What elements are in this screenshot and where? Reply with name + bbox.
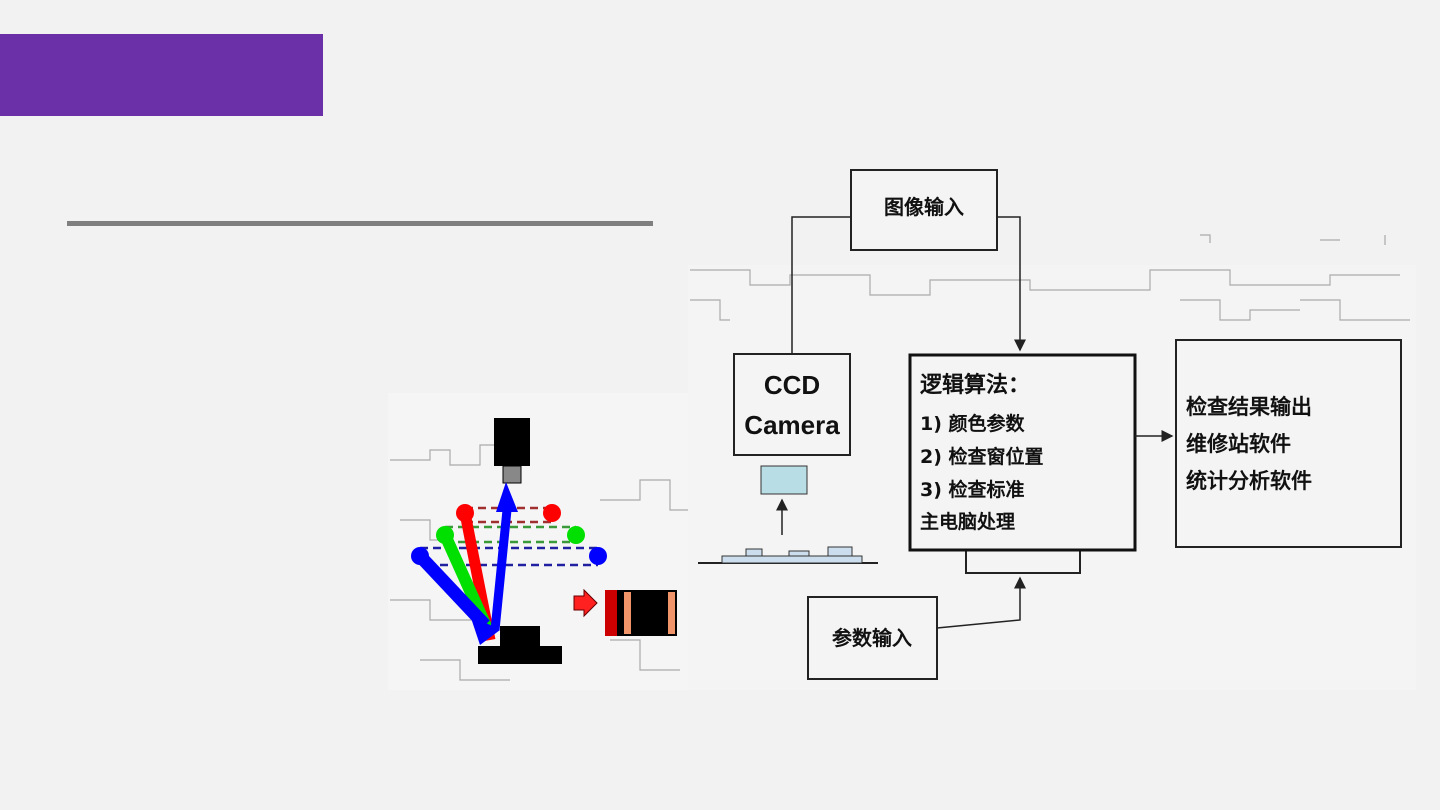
title-bar (0, 34, 323, 116)
output-item: 检查结果输出 (1186, 395, 1312, 419)
output-item: 统计分析软件 (1186, 469, 1312, 493)
logic-item: 3) 检查标准 (920, 478, 1025, 501)
camera-line2: Camera (744, 410, 840, 440)
camera-body (494, 418, 530, 466)
image-input-box (850, 169, 998, 251)
param-input-label: 参数输入 (832, 626, 912, 650)
output-box (1175, 339, 1402, 548)
component (500, 626, 540, 648)
ccd-camera-box (733, 353, 851, 456)
camera-lens (502, 465, 522, 484)
camera-line1: CCD (764, 370, 820, 400)
logic-title: 逻辑算法： (920, 372, 1030, 398)
map-background (690, 234, 1410, 321)
image-input-label: 图像输入 (884, 195, 964, 219)
param-input-box (807, 596, 938, 680)
monitor-icon (760, 465, 808, 495)
logic-item: 2) 检查窗位置 (920, 445, 1044, 468)
output-item: 维修站软件 (1186, 432, 1291, 456)
flow-diagram: 图像输入 CCD Camera 逻辑算法： 1) 颜色参数 2) 检查窗位置 3… (688, 169, 1416, 690)
map-background (390, 444, 688, 681)
logic-algorithm-box (908, 353, 1137, 552)
logic-item: 主电脑处理 (920, 510, 1015, 533)
camera-lighting-illustration (388, 393, 688, 690)
pcb-stage (478, 646, 562, 664)
logic-item: 1) 颜色参数 (920, 412, 1026, 435)
title-underline (67, 221, 653, 226)
